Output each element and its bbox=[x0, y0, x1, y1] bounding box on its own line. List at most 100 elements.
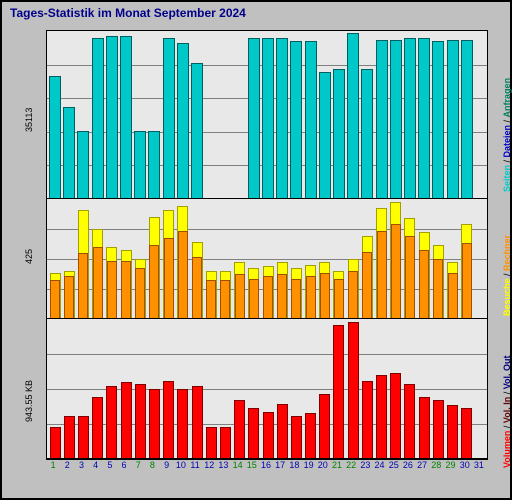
panel-mid bbox=[47, 199, 487, 319]
bar bbox=[121, 382, 132, 458]
bar bbox=[64, 416, 75, 458]
x-tick: 10 bbox=[176, 460, 186, 470]
x-tick: 1 bbox=[51, 460, 56, 470]
bar bbox=[93, 247, 103, 318]
legend-top: Seiten / Dateien / Anfragen bbox=[502, 78, 512, 192]
bar bbox=[78, 416, 89, 458]
bar bbox=[276, 38, 288, 198]
bar bbox=[348, 271, 358, 318]
bar bbox=[461, 408, 472, 458]
bar bbox=[135, 384, 146, 458]
bar bbox=[235, 274, 245, 318]
bar bbox=[263, 412, 274, 458]
x-tick: 29 bbox=[446, 460, 456, 470]
bar bbox=[177, 389, 188, 458]
bar bbox=[249, 279, 259, 318]
bar bbox=[220, 280, 230, 318]
bar bbox=[291, 279, 301, 318]
x-tick: 11 bbox=[190, 460, 199, 470]
bar bbox=[77, 131, 89, 198]
bar bbox=[148, 131, 160, 198]
bar bbox=[277, 274, 287, 318]
x-tick: 27 bbox=[417, 460, 427, 470]
bar bbox=[347, 33, 359, 198]
bar bbox=[64, 276, 74, 318]
bar bbox=[49, 76, 61, 198]
bar bbox=[220, 427, 231, 458]
x-tick: 25 bbox=[389, 460, 399, 470]
bar bbox=[306, 276, 316, 318]
bar bbox=[78, 253, 88, 318]
x-tick: 31 bbox=[474, 460, 484, 470]
bar bbox=[206, 280, 216, 318]
bar bbox=[206, 427, 217, 458]
bar bbox=[192, 257, 202, 318]
bar bbox=[178, 231, 188, 318]
bar bbox=[432, 41, 444, 198]
bar bbox=[376, 40, 388, 198]
bar bbox=[50, 280, 60, 318]
bar bbox=[106, 36, 118, 198]
bar bbox=[120, 36, 132, 198]
bar bbox=[234, 400, 245, 458]
bar bbox=[177, 43, 189, 198]
ylabel-mid: 425 bbox=[24, 249, 34, 264]
bar bbox=[405, 236, 415, 318]
bar bbox=[433, 400, 444, 458]
legend-mid: Besuche / Rechner bbox=[502, 235, 512, 316]
bar bbox=[248, 38, 260, 198]
bar bbox=[320, 273, 330, 318]
bar bbox=[305, 41, 317, 198]
chart-title: Tages-Statistik im Monat September 2024 bbox=[10, 6, 246, 20]
bar bbox=[333, 69, 345, 198]
bar bbox=[262, 38, 274, 198]
plot-area bbox=[46, 30, 488, 460]
bar bbox=[319, 72, 331, 198]
x-tick: 6 bbox=[122, 460, 127, 470]
bar bbox=[390, 40, 402, 198]
x-tick: 2 bbox=[65, 460, 70, 470]
x-tick: 20 bbox=[318, 460, 328, 470]
bar bbox=[106, 386, 117, 458]
bar bbox=[376, 375, 387, 458]
ylabel-top: 35113 bbox=[24, 108, 34, 132]
bar bbox=[418, 38, 430, 198]
x-tick: 26 bbox=[403, 460, 413, 470]
x-tick: 5 bbox=[107, 460, 112, 470]
bar bbox=[448, 273, 458, 318]
bar bbox=[290, 41, 302, 198]
x-tick: 21 bbox=[332, 460, 342, 470]
x-tick: 7 bbox=[136, 460, 141, 470]
bar bbox=[191, 63, 203, 198]
x-tick: 22 bbox=[346, 460, 356, 470]
x-tick: 24 bbox=[375, 460, 385, 470]
bar bbox=[50, 427, 61, 458]
bar bbox=[291, 416, 302, 458]
x-tick: 16 bbox=[261, 460, 271, 470]
x-tick: 30 bbox=[460, 460, 470, 470]
bar bbox=[462, 243, 472, 318]
bar bbox=[305, 413, 316, 458]
bar bbox=[164, 238, 174, 318]
x-tick: 17 bbox=[275, 460, 285, 470]
bar bbox=[447, 40, 459, 198]
x-tick: 14 bbox=[233, 460, 243, 470]
bar bbox=[390, 373, 401, 458]
bar bbox=[362, 252, 372, 318]
bar bbox=[334, 279, 344, 318]
bar bbox=[348, 322, 359, 458]
bar bbox=[419, 250, 429, 318]
x-tick: 18 bbox=[289, 460, 299, 470]
bar bbox=[263, 276, 273, 318]
x-tick: 3 bbox=[79, 460, 84, 470]
bar bbox=[333, 325, 344, 458]
panel-bot bbox=[47, 319, 487, 459]
x-tick: 28 bbox=[431, 460, 441, 470]
bar bbox=[433, 259, 443, 318]
panel-top bbox=[47, 31, 487, 199]
bar bbox=[135, 268, 145, 318]
x-tick: 9 bbox=[164, 460, 169, 470]
bar bbox=[391, 224, 401, 318]
bar bbox=[63, 107, 75, 198]
bar bbox=[404, 384, 415, 458]
